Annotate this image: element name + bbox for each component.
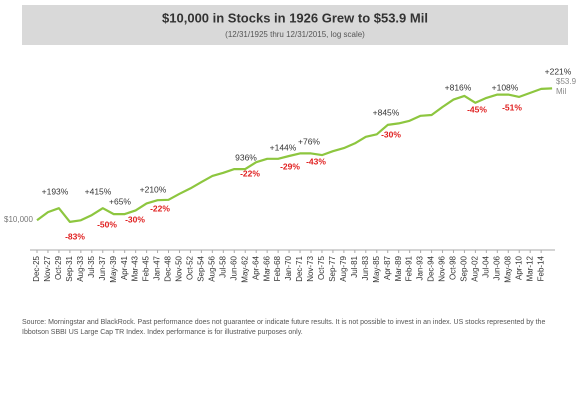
x-tick-label: Dec-48 bbox=[164, 255, 173, 281]
x-tick-label: Sep-77 bbox=[328, 255, 337, 281]
annotation: +193% bbox=[42, 186, 69, 196]
x-tick-label: May-08 bbox=[503, 255, 512, 282]
x-tick-label: Apr-41 bbox=[120, 255, 129, 280]
x-tick-label: Nov-50 bbox=[175, 255, 184, 281]
x-tick-label: Feb-45 bbox=[142, 255, 151, 281]
x-tick-label: Sep-31 bbox=[65, 255, 74, 281]
x-tick-label: Oct-98 bbox=[449, 255, 458, 280]
x-tick-label: Apr-10 bbox=[514, 255, 523, 280]
x-tick-label: Aug-79 bbox=[339, 255, 348, 281]
annotation: -45% bbox=[467, 104, 487, 114]
x-tick-label: Jan-70 bbox=[284, 255, 293, 280]
x-tick-label: Jul-35 bbox=[87, 255, 96, 277]
x-tick-label: Aug-33 bbox=[76, 255, 85, 281]
x-tick-label: Jun-83 bbox=[361, 255, 370, 280]
x-tick-label: Aug-02 bbox=[471, 255, 480, 281]
x-tick-label: Jul-58 bbox=[218, 255, 227, 277]
x-tick-label: Nov-96 bbox=[438, 255, 447, 281]
annotation: -30% bbox=[381, 129, 401, 139]
x-tick-label: Jan-93 bbox=[416, 255, 425, 280]
x-tick-label: Oct-29 bbox=[54, 255, 63, 280]
annotation: +816% bbox=[445, 82, 472, 92]
x-tick-label: Dec-71 bbox=[295, 255, 304, 281]
x-tick-label: May-39 bbox=[109, 255, 118, 282]
x-tick-label: Mar-12 bbox=[525, 255, 534, 281]
x-tick-label: Mar-43 bbox=[131, 255, 140, 281]
source-note: Source: Morningstar and BlackRock. Past … bbox=[22, 319, 546, 336]
x-tick-label: Jul-04 bbox=[481, 255, 490, 277]
annotation: 936% bbox=[235, 152, 257, 162]
x-tick-label: Apr-87 bbox=[383, 255, 392, 280]
x-tick-label: Jan-47 bbox=[153, 255, 162, 280]
x-tick-label: May-62 bbox=[240, 255, 249, 282]
x-tick-label: Nov-73 bbox=[306, 255, 315, 281]
x-tick-label: Aug-56 bbox=[207, 255, 216, 281]
x-tick-label: Apr-64 bbox=[251, 255, 260, 280]
x-tick-label: Mar-66 bbox=[262, 255, 271, 281]
x-tick-label: Jun-06 bbox=[492, 255, 501, 280]
annotation: +210% bbox=[140, 184, 167, 194]
annotation: -43% bbox=[306, 156, 326, 166]
annotation: -83% bbox=[65, 231, 85, 241]
annotation: +144% bbox=[270, 142, 297, 152]
annotation: +415% bbox=[85, 186, 112, 196]
annotation: +221% bbox=[545, 66, 572, 76]
x-tick-label: Feb-14 bbox=[536, 255, 545, 281]
x-tick-label: Jun-37 bbox=[98, 255, 107, 280]
annotation: -30% bbox=[125, 214, 145, 224]
chart-subtitle: (12/31/1925 thru 12/31/2015, log scale) bbox=[225, 30, 365, 39]
x-tick-label: Dec-25 bbox=[32, 255, 41, 281]
end-label: $53.9 Mil bbox=[556, 77, 577, 96]
x-tick-label: Oct-52 bbox=[186, 255, 195, 280]
annotation: +65% bbox=[109, 196, 131, 206]
x-tick-label: Mar-89 bbox=[394, 255, 403, 281]
annotation: -22% bbox=[150, 203, 170, 213]
annotation: +845% bbox=[373, 107, 400, 117]
start-label: $10,000 bbox=[4, 215, 33, 224]
annotation: +108% bbox=[492, 82, 519, 92]
x-tick-label: Jul-81 bbox=[350, 255, 359, 277]
chart-title: $10,000 in Stocks in 1926 Grew to $53.9 … bbox=[162, 10, 428, 25]
annotation: -22% bbox=[240, 168, 260, 178]
annotation: -29% bbox=[280, 161, 300, 171]
annotation: -50% bbox=[97, 219, 117, 229]
x-tick-label: Feb-68 bbox=[273, 255, 282, 281]
x-tick-label: Nov-27 bbox=[43, 255, 52, 281]
annotation: -51% bbox=[502, 102, 522, 112]
x-tick-label: Oct-75 bbox=[317, 255, 326, 280]
x-tick-label: Feb-91 bbox=[405, 255, 414, 281]
x-tick-label: Jun-60 bbox=[229, 255, 238, 280]
x-tick-label: May-85 bbox=[372, 255, 381, 282]
x-tick-label: Sep-00 bbox=[460, 255, 469, 281]
x-tick-label: Dec-94 bbox=[427, 255, 436, 281]
annotation: +76% bbox=[298, 136, 320, 146]
title-box bbox=[22, 5, 568, 45]
x-tick-label: Sep-54 bbox=[197, 255, 206, 281]
line-series bbox=[36, 87, 553, 223]
